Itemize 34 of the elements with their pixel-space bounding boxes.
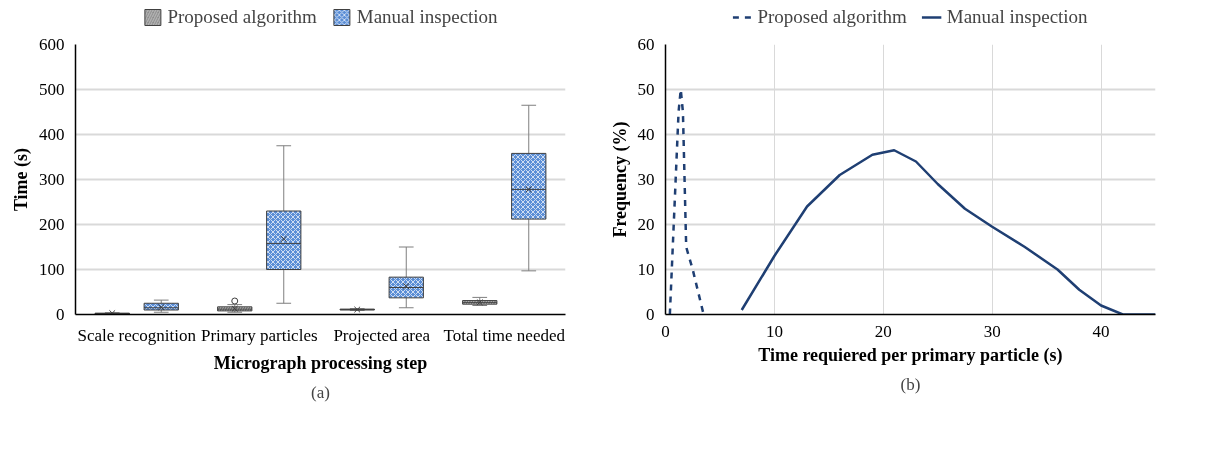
x-tick-label: 0 [661, 321, 670, 341]
y-axis-title: Time (s) [11, 147, 32, 212]
y-tick-label: 400 [39, 125, 65, 144]
y-tick-label: 40 [637, 125, 655, 144]
x-axis-title: Time requiered per primary particle (s) [758, 344, 1063, 366]
y-tick-label: 500 [39, 80, 65, 99]
y-tick-label: 200 [39, 215, 65, 234]
y-axis-title: Frequency (%) [609, 121, 631, 238]
x-tick-label: Primary particles [200, 325, 318, 345]
y-tick-label: 20 [637, 215, 655, 234]
y-tick-label: 50 [637, 80, 655, 99]
x-tick-label: Scale recognition [77, 325, 197, 345]
y-tick-label: 60 [637, 35, 655, 54]
x-axis-title: Micrograph processing step [213, 352, 428, 373]
x-tick-label: 40 [1092, 321, 1110, 341]
x-tick-label: 30 [983, 321, 1001, 341]
y-tick-label: 300 [39, 170, 65, 189]
x-tick-label: Projected area [333, 325, 431, 345]
x-tick-label: 10 [765, 321, 783, 341]
x-tick-label: Total time needed [443, 325, 566, 345]
text: (b) [900, 374, 921, 394]
x-tick-label: 20 [874, 321, 892, 341]
y-tick-label: 10 [637, 260, 655, 279]
text: (a) [311, 382, 330, 402]
y-tick-label: 600 [39, 35, 65, 54]
line-series [740, 149, 1156, 315]
y-tick-label: 100 [39, 260, 65, 279]
legend-label: Proposed algorithm [167, 6, 317, 28]
legend-label: Manual inspection [356, 6, 498, 28]
y-tick-label: 0 [56, 305, 65, 324]
y-tick-label: 0 [646, 305, 655, 324]
legend-label: Manual inspection [946, 6, 1088, 28]
legend-label: Proposed algorithm [757, 6, 907, 28]
y-tick-label: 30 [637, 170, 655, 189]
